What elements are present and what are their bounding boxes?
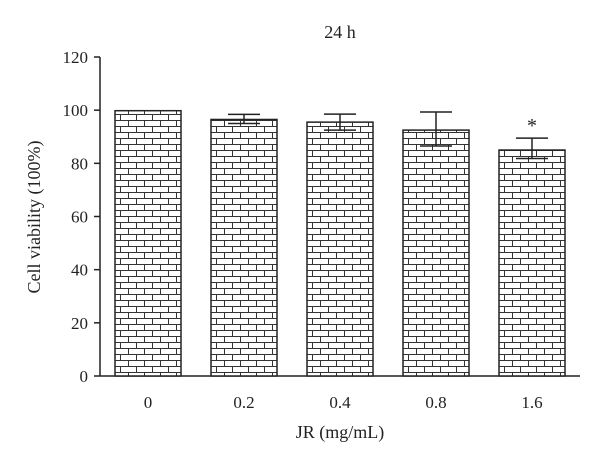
error-bar: [420, 111, 452, 147]
x-axis: 0 0.2 0.4 0.8 1.6: [100, 375, 580, 412]
x-tick-label: 0.8: [425, 393, 446, 412]
bars: *: [114, 109, 566, 377]
y-tick-label: 100: [63, 101, 89, 120]
bar: [306, 121, 374, 377]
bar: [210, 118, 278, 377]
y-axis-title: Cell viability (100%): [24, 141, 45, 294]
y-axis: 0 20 40 60 80 100 120: [63, 48, 101, 386]
y-tick-label: 60: [71, 208, 88, 227]
significance-marker: *: [527, 115, 537, 137]
chart-title: 24 h: [324, 22, 356, 42]
x-axis-title: JR (mg/mL): [296, 422, 385, 443]
y-tick-label: 0: [80, 367, 89, 386]
error-bar: [228, 113, 260, 125]
x-tick-label: 0.2: [233, 393, 254, 412]
error-bar: [516, 137, 548, 160]
y-tick-label: 20: [71, 314, 88, 333]
bar: [114, 109, 182, 377]
x-tick-label: 0.4: [329, 393, 351, 412]
y-tick-label: 40: [71, 261, 88, 280]
bar: [498, 149, 566, 377]
y-tick-label: 120: [63, 48, 89, 67]
x-tick-label: 1.6: [521, 393, 542, 412]
error-bar: [324, 113, 356, 131]
x-tick-label: 0: [144, 393, 153, 412]
y-tick-label: 80: [71, 154, 88, 173]
bar: [402, 129, 470, 377]
